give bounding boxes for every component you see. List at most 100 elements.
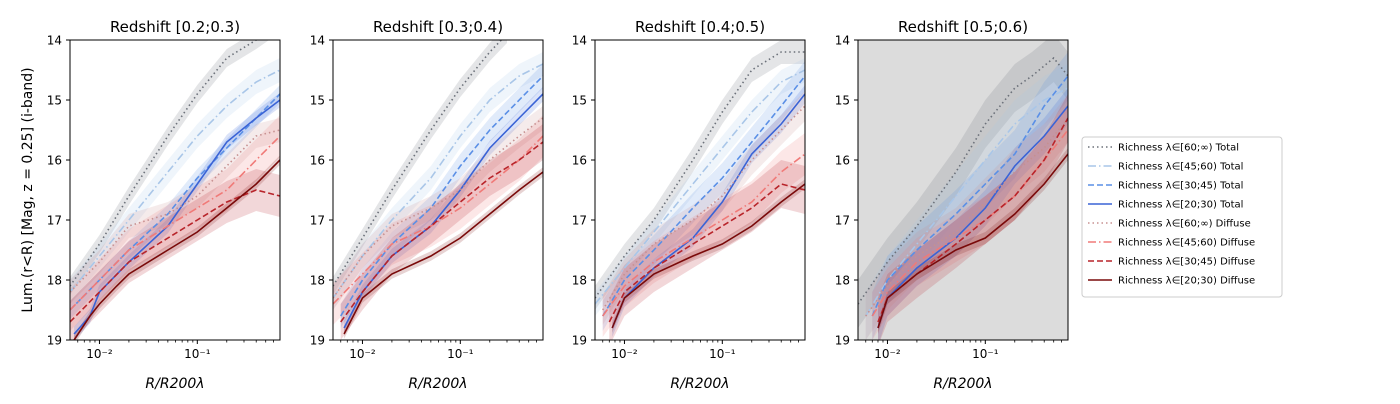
legend-label: Richness λ∈[60;∞) Total <box>1118 143 1239 154</box>
band-rich45_total <box>333 52 543 310</box>
line-rich60_diffuse <box>333 117 543 299</box>
band-rich30_diffuse <box>340 124 543 340</box>
legend-label: Richness λ∈[45;60) Total <box>1118 162 1243 173</box>
legend-label: Richness λ∈[20;30) Diffuse <box>1118 276 1255 287</box>
y-tick-label: 17 <box>572 214 587 228</box>
line-rich60_total <box>595 51 805 299</box>
chart-panel-3: Redshift [0.4;0.5) 14 15 16 17 18 19 10⁻² 10⁻¹ R/… <box>572 18 806 392</box>
line-rich60_total <box>858 56 1068 305</box>
band-rich20_diffuse <box>344 167 543 339</box>
band-rich20_diffuse <box>612 179 805 333</box>
y-tick-label: 15 <box>47 94 62 108</box>
band-rich30_diffuse <box>70 169 280 340</box>
line-rich45_diffuse <box>333 135 543 305</box>
line-rich30_total <box>871 75 1068 317</box>
band-rich60_diffuse <box>865 94 1068 340</box>
x-axis-label: R/R200λ <box>933 376 992 392</box>
y-tick-label: 18 <box>835 274 850 288</box>
y-tick-label: 18 <box>572 274 587 288</box>
y-tick-label: 19 <box>47 334 62 348</box>
line-rich45_total <box>595 69 805 305</box>
legend-entry: Richness λ∈[60;∞) Total <box>1088 143 1239 154</box>
legend-label: Richness λ∈[30;45) Diffuse <box>1118 257 1255 268</box>
x-axis-label: R/R200λ <box>670 376 729 392</box>
band-rich30_total <box>70 85 280 319</box>
legend-entry: Richness λ∈[20;30) Diffuse <box>1088 276 1255 287</box>
y-tick-label: 16 <box>835 154 850 168</box>
line-rich20_diffuse <box>73 159 280 340</box>
line-rich45_diffuse <box>602 153 805 317</box>
y-tick-label: 17 <box>310 214 325 228</box>
axes-frame <box>594 39 806 341</box>
y-tick-label: 19 <box>310 334 325 348</box>
line-rich20_diffuse <box>343 171 543 335</box>
line-rich45_diffuse <box>871 129 1068 317</box>
line-rich60_diffuse <box>70 129 280 293</box>
x-tick-label: 10⁻¹ <box>184 347 211 361</box>
line-rich30_total <box>602 75 805 317</box>
line-rich45_total <box>70 69 280 293</box>
y-tick-label: 15 <box>572 94 587 108</box>
legend-entry: Richness λ∈[45;60) Diffuse <box>1088 238 1255 249</box>
legend-entry: Richness λ∈[20;30) Total <box>1088 200 1243 211</box>
band-rich30_diffuse <box>878 94 1068 340</box>
legend: Richness λ∈[60;∞) Total Richness λ∈[45;60… <box>1081 136 1283 298</box>
legend-label: Richness λ∈[45;60) Diffuse <box>1118 238 1255 249</box>
band-rich45_total <box>865 64 1068 340</box>
y-tick-label: 17 <box>47 214 62 228</box>
line-rich30_diffuse <box>608 183 805 323</box>
y-tick-label: 16 <box>47 154 62 168</box>
axes-frame <box>857 39 1069 341</box>
x-tick-label: 10⁻² <box>611 347 638 361</box>
y-tick-label: 14 <box>310 34 325 48</box>
x-tick-label: 10⁻¹ <box>709 347 736 361</box>
panel-background-shaded <box>858 40 1068 340</box>
x-tick-label: 10⁻¹ <box>447 347 474 361</box>
legend-label: Richness λ∈[30;45) Total <box>1118 181 1243 192</box>
y-tick-label: 15 <box>835 94 850 108</box>
legend-entry: Richness λ∈[60;∞) Diffuse <box>1088 219 1251 230</box>
band-rich60_diffuse <box>333 106 543 310</box>
chart-panel-2: Redshift [0.3;0.4) 14 15 16 17 18 19 10⁻² 10⁻¹ R/… <box>310 18 544 392</box>
y-tick-label: 15 <box>310 94 325 108</box>
line-rich30_total <box>340 75 543 317</box>
x-tick-label: 10⁻² <box>349 347 376 361</box>
y-tick-label: 19 <box>572 334 587 348</box>
legend-label: Richness λ∈[60;∞) Diffuse <box>1118 219 1251 230</box>
band-rich20_total <box>74 92 280 340</box>
axes-frame <box>332 39 544 341</box>
panels-group: Redshift [0.2;0.3) 14 15 16 17 18 19 10⁻² 10⁻¹ R/… <box>47 18 1069 392</box>
x-axis-label: R/R200λ <box>408 376 467 392</box>
panel-title: Redshift [0.5;0.6) <box>898 18 1028 36</box>
band-rich45_total <box>70 58 280 304</box>
y-tick-label: 18 <box>310 274 325 288</box>
axes-frame <box>69 39 281 341</box>
line-rich20_diffuse <box>611 183 805 329</box>
x-tick-label: 10⁻² <box>874 347 901 361</box>
line-rich30_diffuse <box>340 141 543 323</box>
panel-title: Redshift [0.2;0.3) <box>110 18 240 36</box>
x-tick-label: 10⁻² <box>86 347 113 361</box>
y-tick-label: 14 <box>572 34 587 48</box>
y-tick-label: 17 <box>835 214 850 228</box>
plot-area <box>595 40 805 340</box>
y-tick-label: 18 <box>47 274 62 288</box>
band-rich45_diffuse <box>70 115 280 331</box>
band-rich20_diffuse <box>878 148 1068 334</box>
line-rich20_diffuse <box>877 153 1068 329</box>
y-axis-label: Lum.(r<R) [Mag, z = 0.25] (i-band) <box>20 67 36 312</box>
x-axis-label: R/R200λ <box>145 376 204 392</box>
line-rich45_total <box>333 63 543 299</box>
plot-area <box>333 40 543 340</box>
y-tick-label: 16 <box>310 154 325 168</box>
legend-entry: Richness λ∈[45;60) Total <box>1088 162 1243 173</box>
line-rich60_diffuse <box>602 105 805 311</box>
line-rich30_diffuse <box>70 189 280 323</box>
band-rich60_diffuse <box>602 91 805 325</box>
panel-title: Redshift [0.3;0.4) <box>373 18 503 36</box>
band-rich30_total <box>872 52 1068 340</box>
legend-entry: Richness λ∈[30;45) Diffuse <box>1088 257 1255 268</box>
plot-area <box>858 40 1068 340</box>
